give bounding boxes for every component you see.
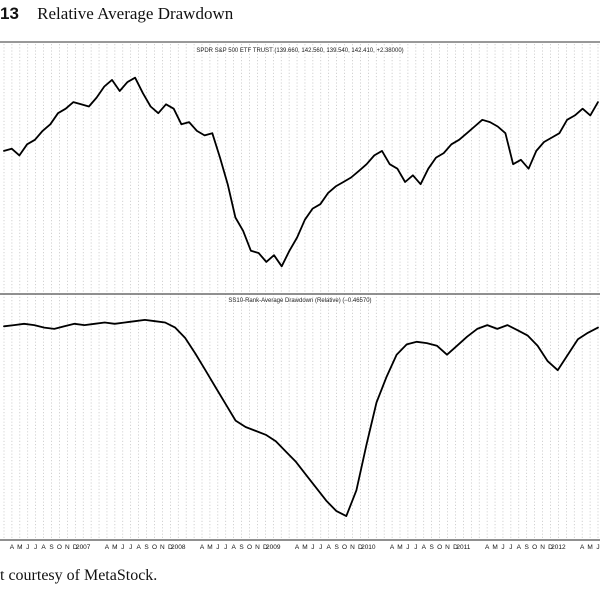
x-tick-label: J <box>216 544 219 551</box>
x-tick-label: D <box>168 544 173 551</box>
x-tick-label: M <box>397 544 402 551</box>
x-tick-label: O <box>152 544 157 551</box>
x-tick-label: J <box>501 544 504 551</box>
x-tick-label: A <box>422 544 427 551</box>
x-tick-label: O <box>342 544 347 551</box>
x-tick-label: J <box>129 544 132 551</box>
figure-title: 13 Relative Average Drawdown <box>0 4 233 24</box>
x-tick-label: S <box>430 544 435 551</box>
x-tick-label: M <box>112 544 117 551</box>
x-tick-label: S <box>525 544 530 551</box>
x-tick-label: J <box>596 544 599 551</box>
x-tick-label: J <box>319 544 322 551</box>
x-tick-label: S <box>144 544 149 551</box>
x-tick-label: N <box>255 544 260 551</box>
x-tick-label: A <box>41 544 46 551</box>
x-tick-label: 2007 <box>76 544 91 551</box>
x-tick-label: J <box>414 544 417 551</box>
drawdown-series-line <box>3 318 599 517</box>
x-tick-label: 2010 <box>361 544 376 551</box>
x-tick-label: A <box>232 544 237 551</box>
x-tick-label: N <box>540 544 545 551</box>
x-tick-label: 2011 <box>456 544 470 551</box>
x-tick-label: D <box>263 544 268 551</box>
x-tick-label: M <box>17 544 22 551</box>
x-tick-label: O <box>437 544 442 551</box>
x-tick-label: D <box>548 544 553 551</box>
x-tick-label: A <box>517 544 522 551</box>
x-tick-label: A <box>105 544 110 551</box>
x-tick-label: J <box>26 544 29 551</box>
x-tick-label: A <box>390 544 395 551</box>
x-tick-label: A <box>485 544 490 551</box>
x-tick-label: O <box>57 544 62 551</box>
x-tick-label: A <box>200 544 205 551</box>
x-tick-label: D <box>358 544 363 551</box>
x-tick-label: A <box>10 544 15 551</box>
x-tick-label: 2009 <box>266 544 281 551</box>
x-tick-label: J <box>34 544 37 551</box>
x-tick-label: J <box>509 544 512 551</box>
drawdown-panel-title: SS10-Rank-Average Drawdown (Relative) (−… <box>228 298 371 304</box>
x-tick-label: S <box>334 544 339 551</box>
price-panel-title: SPDR S&P 500 ETF TRUST (139.660, 142.560… <box>196 48 403 54</box>
x-tick-label: N <box>445 544 450 551</box>
x-tick-label: 2008 <box>171 544 186 551</box>
x-tick-label: J <box>121 544 124 551</box>
x-tick-label: S <box>239 544 244 551</box>
x-tick-label: N <box>160 544 165 551</box>
grid-layer <box>3 44 599 538</box>
x-tick-label: M <box>302 544 307 551</box>
x-tick-label: 2012 <box>551 544 566 551</box>
x-tick-label: M <box>587 544 592 551</box>
x-tick-label: M <box>492 544 497 551</box>
x-tick-label: O <box>247 544 252 551</box>
x-tick-label: O <box>532 544 537 551</box>
x-tick-label: D <box>73 544 78 551</box>
x-tick-label: N <box>65 544 70 551</box>
x-tick-label: M <box>207 544 212 551</box>
x-tick-label: A <box>580 544 585 551</box>
x-tick-label: J <box>406 544 409 551</box>
figure-number: 13 <box>0 4 19 23</box>
figure-title-text: Relative Average Drawdown <box>37 4 234 23</box>
x-tick-label: A <box>327 544 332 551</box>
x-tick-label: A <box>136 544 141 551</box>
series-layer <box>3 76 599 517</box>
x-tick-label: A <box>295 544 300 551</box>
price-series-line <box>3 76 599 268</box>
figure-caption: t courtesy of MetaStock. <box>0 567 158 584</box>
x-tick-label: J <box>311 544 314 551</box>
x-tick-label: D <box>453 544 458 551</box>
x-tick-label: N <box>350 544 355 551</box>
x-tick-label: J <box>224 544 227 551</box>
x-tick-label: S <box>49 544 54 551</box>
